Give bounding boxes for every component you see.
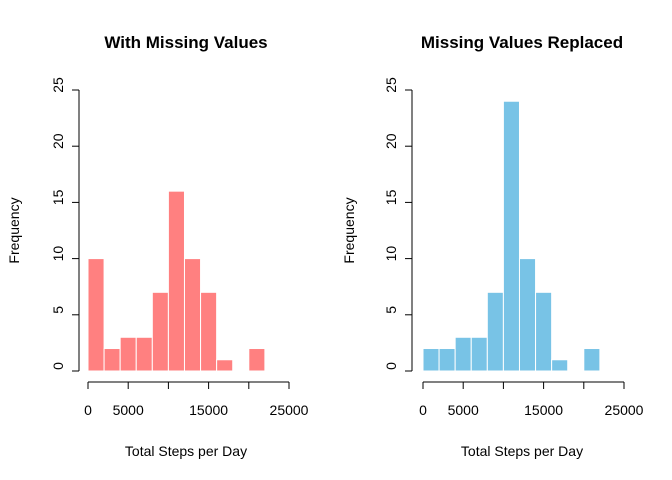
y-tick-label: 25 — [50, 77, 66, 93]
y-tick-label: 25 — [383, 77, 399, 93]
bar — [535, 291, 553, 372]
bar — [248, 348, 266, 372]
x-axis-label: Total Steps per Day — [461, 443, 583, 459]
bar — [583, 348, 601, 372]
bar — [167, 190, 185, 372]
x-tick-label: 15000 — [189, 402, 228, 418]
bar — [151, 291, 169, 372]
y-tick-label: 15 — [383, 189, 399, 205]
y-tick-label: 20 — [50, 133, 66, 149]
chart-title: With Missing Values — [104, 33, 267, 52]
bar — [470, 336, 488, 372]
x-tick-label: 0 — [419, 402, 427, 418]
bar — [135, 336, 153, 372]
bar — [518, 258, 537, 372]
bar — [183, 258, 202, 372]
bar — [551, 359, 569, 372]
y-tick-label: 0 — [383, 362, 399, 370]
bar — [216, 359, 234, 372]
bar — [103, 348, 121, 372]
y-tick-label: 5 — [50, 306, 66, 314]
y-tick-label: 10 — [50, 246, 66, 262]
x-tick-label: 5000 — [448, 402, 479, 418]
y-axis-label: Frequency — [341, 197, 357, 263]
y-axis-label: Frequency — [6, 197, 22, 263]
x-tick-label: 25000 — [270, 402, 309, 418]
x-tick-label: 0 — [84, 402, 92, 418]
bar — [486, 291, 504, 372]
y-tick-label: 0 — [50, 362, 66, 370]
bar — [422, 348, 440, 372]
chart-title: Missing Values Replaced — [421, 33, 623, 52]
y-tick-label: 5 — [383, 306, 399, 314]
x-tick-label: 25000 — [605, 402, 644, 418]
bar — [87, 258, 105, 372]
bar — [200, 291, 218, 372]
bar — [438, 348, 456, 372]
bar — [454, 336, 472, 372]
x-tick-label: 15000 — [524, 402, 563, 418]
x-tick-label: 5000 — [113, 402, 144, 418]
y-tick-label: 20 — [383, 133, 399, 149]
bar — [119, 336, 137, 372]
bar — [502, 100, 520, 372]
x-axis-label: Total Steps per Day — [125, 443, 247, 459]
y-tick-label: 15 — [50, 189, 66, 205]
y-tick-label: 10 — [383, 246, 399, 262]
